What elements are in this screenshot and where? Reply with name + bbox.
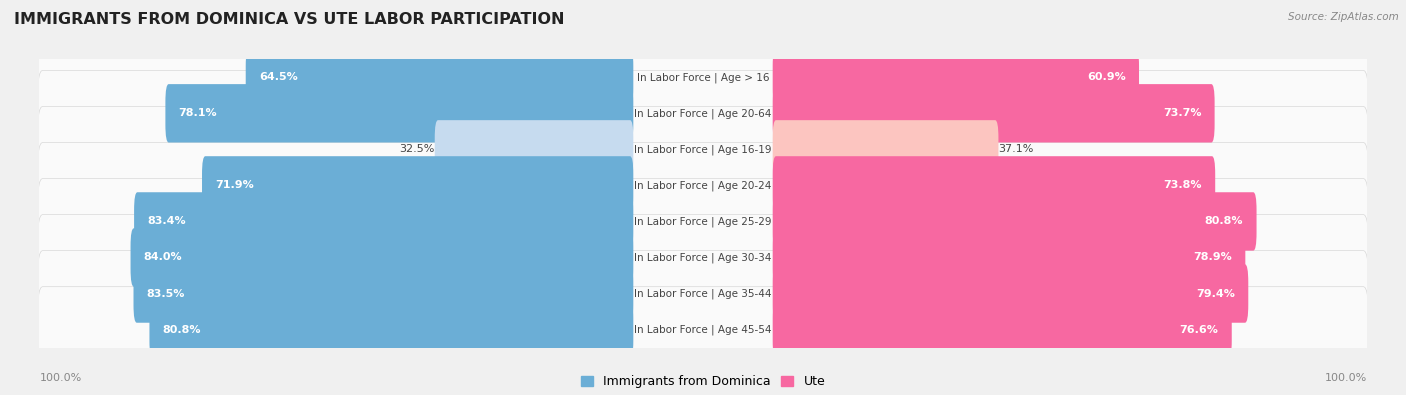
FancyBboxPatch shape xyxy=(202,156,633,214)
FancyBboxPatch shape xyxy=(38,179,1368,264)
Text: In Labor Force | Age 25-29: In Labor Force | Age 25-29 xyxy=(634,216,772,227)
Text: 100.0%: 100.0% xyxy=(39,373,82,383)
Text: In Labor Force | Age 35-44: In Labor Force | Age 35-44 xyxy=(634,288,772,299)
FancyBboxPatch shape xyxy=(134,192,633,251)
FancyBboxPatch shape xyxy=(38,251,1368,337)
FancyBboxPatch shape xyxy=(773,84,1215,143)
FancyBboxPatch shape xyxy=(773,300,1232,359)
Text: In Labor Force | Age > 16: In Labor Force | Age > 16 xyxy=(637,72,769,83)
Text: 60.9%: 60.9% xyxy=(1087,72,1126,82)
Text: 83.4%: 83.4% xyxy=(148,216,186,226)
Text: 32.5%: 32.5% xyxy=(399,144,434,154)
FancyBboxPatch shape xyxy=(246,48,633,107)
FancyBboxPatch shape xyxy=(773,228,1246,287)
Text: 78.9%: 78.9% xyxy=(1194,252,1232,263)
Text: Source: ZipAtlas.com: Source: ZipAtlas.com xyxy=(1288,12,1399,22)
Text: 78.1%: 78.1% xyxy=(179,108,218,118)
Text: 83.5%: 83.5% xyxy=(146,288,186,299)
Text: 84.0%: 84.0% xyxy=(143,252,183,263)
FancyBboxPatch shape xyxy=(434,120,633,179)
Text: 79.4%: 79.4% xyxy=(1197,288,1234,299)
Text: In Labor Force | Age 45-54: In Labor Force | Age 45-54 xyxy=(634,324,772,335)
FancyBboxPatch shape xyxy=(773,48,1139,107)
Text: 80.8%: 80.8% xyxy=(163,325,201,335)
FancyBboxPatch shape xyxy=(38,287,1368,372)
Text: 37.1%: 37.1% xyxy=(998,144,1033,154)
Text: 64.5%: 64.5% xyxy=(259,72,298,82)
FancyBboxPatch shape xyxy=(38,107,1368,192)
Text: 100.0%: 100.0% xyxy=(1324,373,1367,383)
Text: In Labor Force | Age 30-34: In Labor Force | Age 30-34 xyxy=(634,252,772,263)
FancyBboxPatch shape xyxy=(38,214,1368,300)
FancyBboxPatch shape xyxy=(166,84,633,143)
Text: 76.6%: 76.6% xyxy=(1180,325,1219,335)
FancyBboxPatch shape xyxy=(773,264,1249,323)
FancyBboxPatch shape xyxy=(38,70,1368,156)
FancyBboxPatch shape xyxy=(134,264,633,323)
Legend: Immigrants from Dominica, Ute: Immigrants from Dominica, Ute xyxy=(576,370,830,393)
FancyBboxPatch shape xyxy=(773,192,1257,251)
Text: 71.9%: 71.9% xyxy=(215,181,254,190)
FancyBboxPatch shape xyxy=(131,228,633,287)
FancyBboxPatch shape xyxy=(38,34,1368,120)
FancyBboxPatch shape xyxy=(773,156,1215,214)
Text: In Labor Force | Age 20-64: In Labor Force | Age 20-64 xyxy=(634,108,772,118)
FancyBboxPatch shape xyxy=(773,120,998,179)
Text: In Labor Force | Age 20-24: In Labor Force | Age 20-24 xyxy=(634,180,772,191)
FancyBboxPatch shape xyxy=(38,143,1368,228)
Text: IMMIGRANTS FROM DOMINICA VS UTE LABOR PARTICIPATION: IMMIGRANTS FROM DOMINICA VS UTE LABOR PA… xyxy=(14,12,565,27)
FancyBboxPatch shape xyxy=(149,300,633,359)
Text: 80.8%: 80.8% xyxy=(1205,216,1243,226)
Text: 73.8%: 73.8% xyxy=(1163,181,1202,190)
Text: In Labor Force | Age 16-19: In Labor Force | Age 16-19 xyxy=(634,144,772,154)
Text: 73.7%: 73.7% xyxy=(1163,108,1201,118)
